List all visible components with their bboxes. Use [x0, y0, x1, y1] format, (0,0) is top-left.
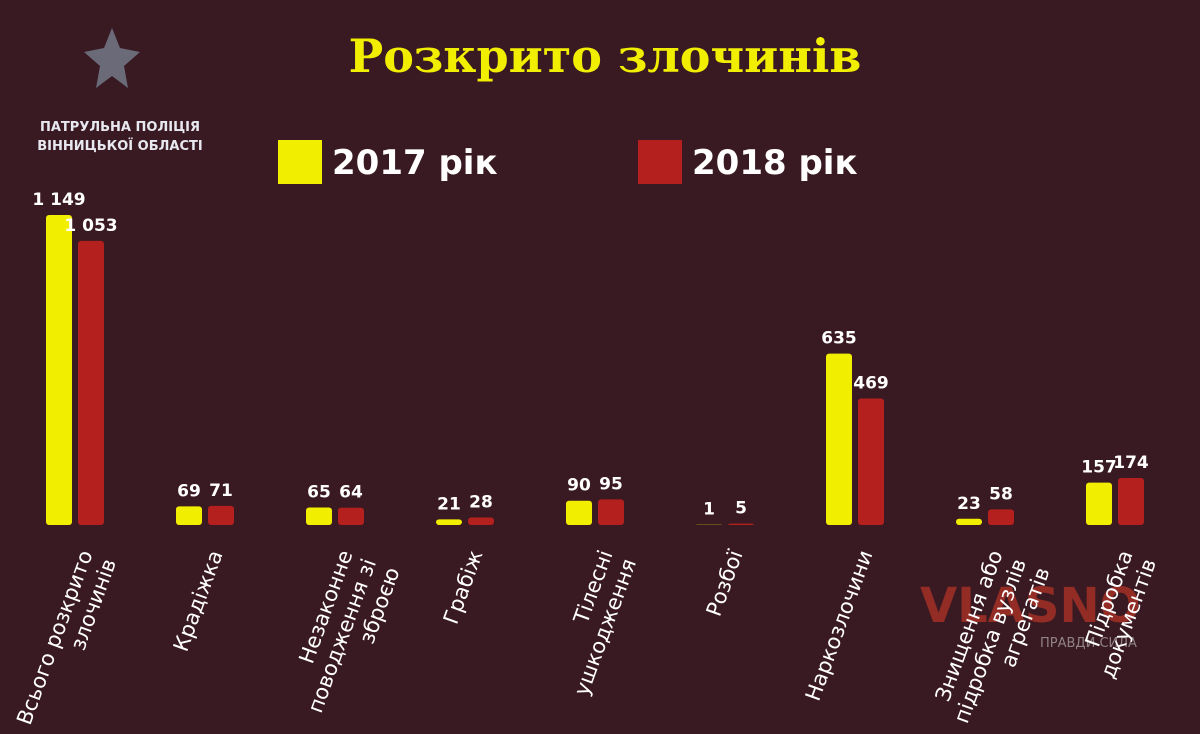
value-label: 1 053 — [64, 216, 117, 236]
bar — [306, 507, 332, 525]
watermark: VLASNO — [920, 578, 1141, 634]
bar — [858, 398, 884, 525]
bar — [566, 500, 592, 525]
bar — [1118, 478, 1144, 525]
value-label: 23 — [957, 494, 981, 514]
org-name: ПАТРУЛЬНА ПОЛІЦІЯ ВІННИЦЬКОЇ ОБЛАСТІ — [37, 120, 203, 154]
value-label: 174 — [1113, 453, 1149, 473]
legend-swatch — [278, 140, 322, 184]
value-label: 21 — [437, 494, 461, 514]
chart-title: Розкрито злочинів — [349, 29, 862, 83]
bar — [728, 523, 754, 525]
legend-label: 2018 рік — [692, 143, 858, 183]
value-label: 5 — [735, 499, 747, 519]
bar — [176, 506, 202, 525]
bar — [598, 499, 624, 525]
bar — [208, 505, 234, 525]
value-label: 1 149 — [32, 190, 85, 210]
bar — [956, 518, 982, 525]
bar — [78, 240, 104, 525]
watermark-tagline: ПРАВДИ СИЛА — [1040, 636, 1137, 651]
value-label: 469 — [853, 373, 889, 393]
value-label: 64 — [339, 483, 363, 503]
value-label: 69 — [177, 481, 201, 501]
value-label: 95 — [599, 474, 623, 494]
bar — [826, 353, 852, 525]
bar — [46, 215, 72, 525]
legend-swatch — [638, 140, 682, 184]
value-label: 28 — [469, 492, 493, 512]
bar — [436, 519, 462, 525]
legend-label: 2017 рік — [332, 143, 498, 183]
value-label: 635 — [821, 329, 857, 349]
police-logo — [84, 28, 140, 88]
value-label: 157 — [1081, 458, 1117, 478]
bar — [1086, 482, 1112, 525]
bar — [338, 507, 364, 525]
value-label: 90 — [567, 476, 591, 496]
value-label: 65 — [307, 482, 331, 502]
value-label: 1 — [703, 500, 715, 520]
bar — [988, 509, 1014, 525]
value-label: 71 — [209, 481, 233, 501]
value-label: 58 — [989, 484, 1013, 504]
bar — [468, 517, 494, 525]
